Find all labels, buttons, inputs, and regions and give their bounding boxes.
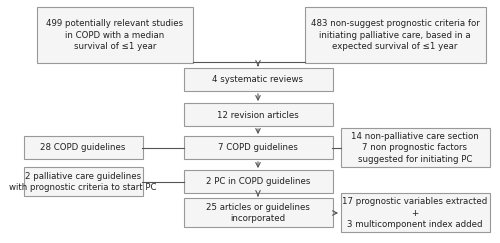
Text: 483 non-suggest prognostic criteria for
initiating palliative care, based in a
e: 483 non-suggest prognostic criteria for … xyxy=(310,19,480,51)
FancyBboxPatch shape xyxy=(24,137,142,159)
Text: 28 COPD guidelines: 28 COPD guidelines xyxy=(40,144,125,153)
Text: 12 revision articles: 12 revision articles xyxy=(217,111,299,120)
FancyBboxPatch shape xyxy=(304,7,486,63)
Text: 2 PC in COPD guidelines: 2 PC in COPD guidelines xyxy=(206,177,310,186)
FancyBboxPatch shape xyxy=(184,69,332,92)
FancyBboxPatch shape xyxy=(37,7,193,63)
FancyBboxPatch shape xyxy=(184,137,332,159)
Text: 4 systematic reviews: 4 systematic reviews xyxy=(212,76,304,85)
Text: 17 prognostic variables extracted
+
3 multicomponent index added: 17 prognostic variables extracted + 3 mu… xyxy=(342,197,488,229)
FancyBboxPatch shape xyxy=(184,104,332,127)
Text: 2 palliative care guidelines
with prognostic criteria to start PC: 2 palliative care guidelines with progno… xyxy=(9,172,157,192)
FancyBboxPatch shape xyxy=(184,199,332,227)
Text: 25 articles or guidelines
incorporated: 25 articles or guidelines incorporated xyxy=(206,203,310,223)
Text: 14 non-palliative care section
7 non prognostic factors
suggested for initiating: 14 non-palliative care section 7 non pro… xyxy=(351,132,479,164)
Text: 499 potentially relevant studies
in COPD with a median
survival of ≤1 year: 499 potentially relevant studies in COPD… xyxy=(46,19,184,51)
Text: 7 COPD guidelines: 7 COPD guidelines xyxy=(218,144,298,153)
FancyBboxPatch shape xyxy=(340,193,490,233)
FancyBboxPatch shape xyxy=(24,167,142,197)
FancyBboxPatch shape xyxy=(184,171,332,193)
FancyBboxPatch shape xyxy=(340,129,490,167)
